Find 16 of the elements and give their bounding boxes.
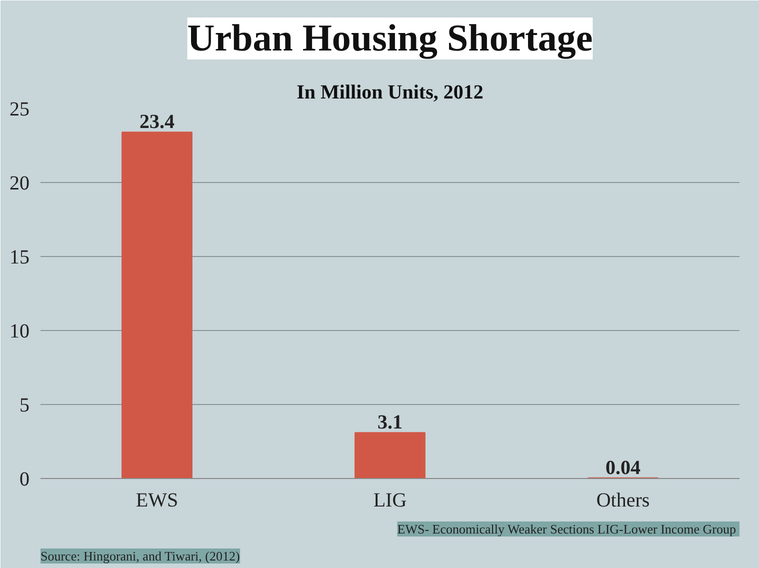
data-label: 3.1 (378, 412, 402, 434)
x-tick-label: Others (596, 490, 650, 512)
text: EWS- Economically Weaker Sections LIG-Lower Income Group (397, 522, 736, 536)
source-note: Source: Hingorani, and Tiwari, (2012) (40, 548, 240, 564)
y-tick-label: 20 (10, 172, 30, 194)
chart-subtitle: In Million Units, 2012 (296, 82, 484, 104)
x-tick-label: LIG (373, 490, 407, 512)
y-tick-label: 0 (20, 468, 30, 490)
data-label: 23.4 (140, 111, 174, 134)
x-tick-label: EWS (136, 490, 178, 512)
y-tick-label: 15 (10, 246, 30, 268)
y-tick-label: 25 (10, 98, 30, 120)
chart-title: Urban Housing Shortage (187, 18, 593, 60)
data-label: 0.04 (606, 456, 640, 479)
y-tick-label: 5 (20, 394, 30, 416)
y-tick-label: 10 (10, 320, 30, 342)
